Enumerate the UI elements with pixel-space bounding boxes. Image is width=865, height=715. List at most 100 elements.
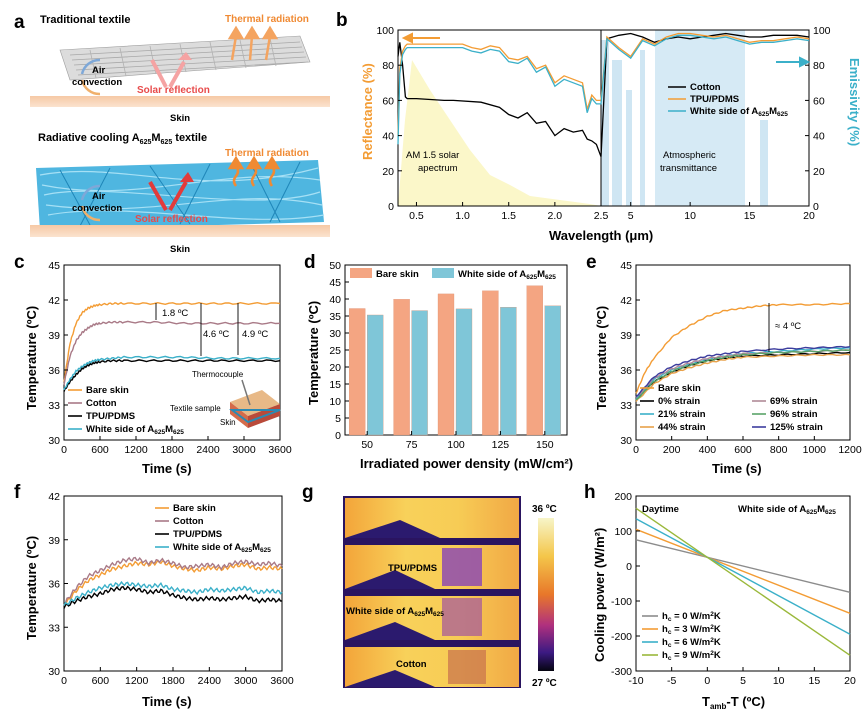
d-ytick-label: 45 — [329, 277, 341, 289]
d-ytick-label: 5 — [335, 413, 341, 425]
panel-e-ylabel: Temperature (ºC) — [594, 306, 609, 410]
panel-b-chart: b 0.5 1.0 1.5 2.0 2.5 5 10 15 200204060801000204… — [336, 10, 862, 243]
c-ytick-label: 39 — [48, 330, 60, 342]
air-convection-label-top-1: Air — [92, 65, 106, 76]
b-ytick-label: 0 — [388, 201, 394, 213]
h-series-1 — [635, 528, 851, 614]
b-ytick-right-label: 40 — [813, 131, 825, 143]
d-bar-1-3 — [500, 307, 517, 436]
c-xtick-label: 1800 — [160, 444, 184, 456]
c-ytick-label: 42 — [48, 295, 60, 307]
f-xtick-label: 1800 — [161, 675, 185, 687]
d-ytick-label: 10 — [329, 396, 341, 408]
panel-h-ylabel: Cooling power (W/m²) — [592, 528, 607, 662]
legend-tpu-pdms: TPU/PDMS — [690, 94, 739, 105]
h-ytick-label: 100 — [614, 526, 632, 538]
traditional-textile-title: Traditional textile — [40, 14, 130, 26]
radiative-cooling-textile-title: Radiative cooling A625M625 textile — [38, 132, 207, 146]
c-series-1 — [63, 320, 281, 385]
legend-e-bare-skin: Bare skin — [658, 383, 701, 394]
legend-f-cotton: Cotton — [173, 516, 204, 527]
colorbar-top-temp: 36 ºC — [532, 504, 557, 515]
air-convection-icon-bottom — [80, 184, 101, 222]
air-convection-label-top-2: convection — [72, 77, 122, 88]
d-xtick-label: 150 — [536, 439, 554, 451]
h-series-3 — [635, 507, 851, 656]
b-ytick-label: 20 — [382, 166, 394, 178]
e-xtick-label: 200 — [663, 444, 681, 456]
panel-f-chart: f 0 600 1200 1800 2400 3000 3600 30 33 36 39 42 Bar… — [14, 482, 294, 709]
panel-h-letter: h — [584, 482, 596, 503]
legend-f-tpu: TPU/PDMS — [173, 529, 222, 540]
panel-e-xlabel: Time (s) — [712, 461, 762, 476]
solar-reflection-label-top: Solar reflection — [137, 85, 210, 96]
panel-f-xlabel: Time (s) — [142, 694, 192, 709]
e-ytick-label: 45 — [620, 260, 632, 272]
d-ytick-label: 35 — [329, 311, 341, 323]
f-series-0 — [63, 559, 283, 607]
thermal-radiation-arrows-bottom — [227, 155, 281, 187]
solar-reflection-label-bottom: Solar reflection — [135, 214, 208, 225]
b-ytick-right-label: 100 — [813, 25, 831, 37]
air-convection-icon-top — [80, 58, 101, 96]
panel-c-ylabel: Temperature (ºC) — [24, 306, 39, 410]
c-series-0 — [63, 301, 281, 382]
skin-label-top: Skin — [170, 113, 190, 124]
panel-g-thermal-image: g TPU/PDMS White side of A625M625 Cotton… — [302, 482, 557, 689]
h-series-2 — [635, 518, 851, 635]
e-series-3 — [635, 353, 851, 403]
air-convection-label-bottom-2: convection — [72, 203, 122, 214]
panel-b-legend: Cotton TPU/PDMS White side of A625M625 — [668, 82, 788, 118]
h-xtick-label: -5 — [667, 675, 676, 687]
panel-d-letter: d — [304, 252, 316, 273]
thermal-colorbar — [538, 518, 554, 671]
legend-e-125: 125% strain — [770, 422, 823, 433]
d-bar-1-1 — [411, 310, 428, 436]
panel-g-letter: g — [302, 482, 314, 503]
thermal-label-tpu: TPU/PDMS — [388, 563, 437, 574]
solar-reflection-arrows-bottom — [148, 172, 194, 211]
e-xtick-label: 1200 — [838, 444, 862, 456]
d-ytick-label: 15 — [329, 379, 341, 391]
e-xtick-label: 400 — [699, 444, 717, 456]
c-xtick-label: 2400 — [196, 444, 220, 456]
f-xtick-label: 1200 — [125, 675, 149, 687]
e-ytick-label: 33 — [620, 400, 632, 412]
panel-h-chart: h -10 -5 0 5 10 15 20 -300 -200 -100 0 100 200 Dayti… — [584, 482, 856, 711]
atm-annotation-1: Atmospheric — [663, 150, 716, 161]
b-xtick-label: 5 — [628, 210, 634, 222]
e-series-6 — [635, 345, 851, 398]
h-ytick-label: 200 — [614, 491, 632, 503]
c-series-3 — [63, 355, 281, 391]
f-series-3 — [63, 580, 283, 606]
d-ytick-label: 25 — [329, 345, 341, 357]
legend-c-white-side: White side of A625M625 — [86, 424, 184, 436]
d-bar-1-2 — [455, 308, 473, 436]
air-convection-label-bottom-1: Air — [92, 191, 106, 202]
left-axis-arrow — [401, 32, 440, 44]
b-ytick-label: 60 — [382, 95, 394, 107]
b-xtick-label: 10 — [684, 210, 696, 222]
f-ytick-label: 42 — [48, 491, 60, 503]
d-ytick-label: 20 — [329, 362, 341, 374]
thermal-strips — [345, 498, 519, 687]
panel-b-xlabel: Wavelength (μm) — [549, 228, 653, 243]
annotation-1-8: 1.8 ºC — [162, 308, 188, 319]
b-xtick-label: 0.5 — [409, 210, 424, 222]
legend-e-96: 96% strain — [770, 409, 818, 420]
panel-c-xlabel: Time (s) — [142, 461, 192, 476]
c-series-2 — [63, 359, 281, 392]
d-ytick-label: 30 — [329, 328, 341, 340]
f-ytick-label: 33 — [48, 622, 60, 634]
f-ytick-label: 30 — [48, 666, 60, 678]
f-xtick-label: 2400 — [198, 675, 222, 687]
legend-d-bare-skin: Bare skin — [376, 269, 419, 280]
solar-reflection-arrows-top — [150, 52, 192, 88]
legend-c-tpu: TPU/PDMS — [86, 411, 135, 422]
c-ytick-label: 45 — [48, 260, 60, 272]
panel-d-chart: d 50 75 100 125 150 0 5 10 15 20 25 30 35 40 45 50 Bare… — [304, 252, 573, 471]
b-ytick-right-label: 80 — [813, 60, 825, 72]
d-xtick-label: 50 — [361, 439, 373, 451]
b-ytick-label: 80 — [382, 60, 394, 72]
